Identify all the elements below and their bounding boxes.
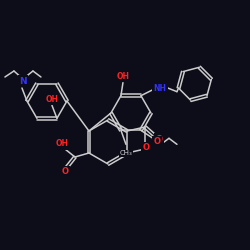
Text: O: O [156,134,162,143]
Text: OH: OH [56,140,68,148]
Text: O: O [142,144,150,152]
Text: OH: OH [46,95,59,104]
Text: N: N [19,76,27,86]
Text: CH₃: CH₃ [120,150,132,156]
Text: O: O [62,168,68,176]
Text: O: O [154,137,160,146]
Text: NH: NH [154,84,166,93]
Text: OH: OH [116,72,130,81]
